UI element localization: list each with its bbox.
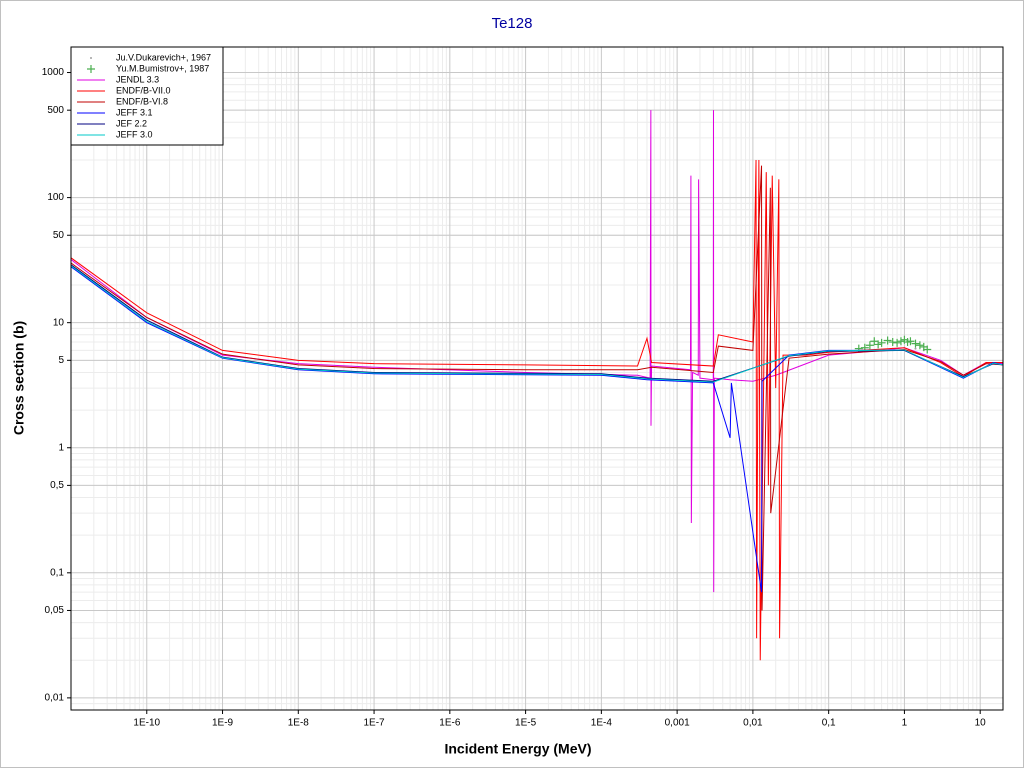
x-tick-label: 1E-4 [591, 718, 613, 729]
series-line [71, 165, 1003, 611]
y-tick-label: 1 [58, 442, 64, 453]
x-tick-label: 0,001 [665, 718, 690, 729]
x-tick-label: 1E-7 [364, 718, 386, 729]
legend-marker [90, 57, 92, 59]
legend-box [70, 46, 224, 146]
data-point [911, 339, 920, 348]
legend-label: Ju.V.Dukarevich+, 1967 [116, 52, 211, 62]
data-point [883, 336, 892, 345]
legend-label: JEFF 3.0 [116, 129, 153, 139]
legend-label: JEF 2.2 [116, 118, 147, 128]
y-tick-label: 0,5 [50, 480, 64, 491]
y-tick-label: 5 [58, 355, 64, 366]
x-tick-label: 1E-10 [133, 718, 160, 729]
data-point [893, 338, 902, 347]
y-tick-label: 10 [53, 317, 65, 328]
data-point [874, 340, 883, 349]
data-point [923, 345, 932, 354]
data-point [865, 341, 874, 350]
y-tick-label: 1000 [42, 67, 65, 78]
data-point [888, 338, 897, 347]
data-point [896, 337, 905, 346]
y-tick-label: 0,01 [45, 693, 65, 704]
y-tick-label: 100 [47, 192, 64, 203]
plot-border [70, 46, 1004, 711]
x-tick-label: 1E-6 [439, 718, 461, 729]
plot-area [71, 110, 1003, 661]
legend-label: ENDF/B-VI.8 [116, 96, 168, 106]
y-tick-label: 50 [53, 230, 65, 241]
data-point [877, 338, 886, 347]
legend-label: Yu.M.Bumistrov+, 1987 [116, 63, 209, 73]
x-tick-label: 0,01 [743, 718, 763, 729]
x-tick-label: 1E-9 [212, 718, 234, 729]
x-tick-label: 1E-8 [288, 718, 310, 729]
y-tick-label: 0,1 [50, 567, 64, 578]
data-point [906, 337, 915, 346]
x-tick-label: 0,1 [822, 718, 836, 729]
legend-label: JENDL 3.3 [116, 74, 159, 84]
data-point [914, 347, 917, 350]
data-point [915, 341, 924, 350]
x-tick-label: 1E-5 [515, 718, 537, 729]
legend-marker [87, 65, 95, 73]
ticks: 1E-10 1E-9 1E-8 1E-7 1E-6 1E-5 1E-4 0,001 0,01 0,… [42, 67, 986, 728]
x-tick-label: 1 [902, 718, 908, 729]
legend-label: ENDF/B-VII.0 [116, 85, 171, 95]
chart-title: Te128 [492, 15, 533, 32]
x-tick-label: 10 [975, 718, 987, 729]
grid [71, 47, 1003, 710]
legend-label: JEFF 3.1 [116, 107, 153, 117]
x-axis-label: Incident Energy (MeV) [444, 741, 591, 757]
y-tick-label: 500 [47, 105, 64, 116]
y-axis-label: Cross section (b) [11, 321, 27, 435]
y-tick-label: 0,05 [45, 605, 65, 616]
series-line [71, 265, 1003, 383]
